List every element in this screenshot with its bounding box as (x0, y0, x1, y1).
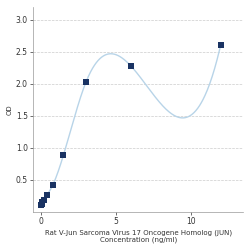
Point (218, 43, 222, 47)
Point (39, 203, 43, 207)
Y-axis label: OD: OD (7, 104, 13, 115)
Point (51, 183, 55, 187)
Point (84, 80, 88, 84)
Point (45, 194, 49, 198)
Point (61, 154, 65, 158)
Point (42, 198, 46, 202)
X-axis label: Rat V-Jun Sarcoma Virus 17 Oncogene Homolog (JUN)
Concentration (ng/ml): Rat V-Jun Sarcoma Virus 17 Oncogene Homo… (45, 229, 232, 243)
Point (40, 200, 44, 204)
Point (40, 202, 44, 206)
Point (129, 64, 133, 68)
